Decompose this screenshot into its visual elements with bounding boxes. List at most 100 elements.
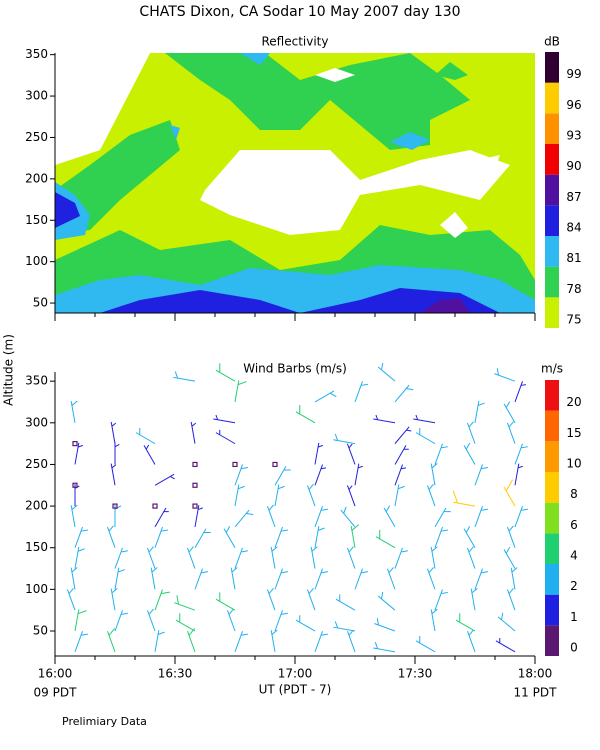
- wind-barb: [213, 414, 236, 424]
- wind-barb: [340, 506, 356, 528]
- wind-barb: [154, 630, 165, 652]
- wind-barb: [507, 525, 516, 548]
- wind-barb: [354, 568, 368, 590]
- colorbar-cell: [545, 564, 559, 595]
- y-tick-label: 300: [25, 89, 48, 103]
- colorbar-label: 10: [566, 457, 581, 471]
- wind-barb: [114, 567, 125, 590]
- wind-barb: [314, 464, 327, 486]
- wind-barb: [427, 483, 436, 507]
- contour-region: [55, 120, 180, 235]
- wind-barb: [467, 546, 476, 569]
- wind-barb: [234, 380, 247, 403]
- wind-barb: [274, 526, 288, 548]
- wind-barb: [74, 630, 88, 653]
- wind-barb: [67, 587, 76, 611]
- wind-barb: [270, 546, 278, 569]
- calm-marker: [72, 441, 78, 447]
- wind-barb: [190, 421, 197, 444]
- wind-barb: [383, 505, 396, 528]
- wind-barb: [307, 483, 316, 507]
- calm-marker: [192, 482, 198, 488]
- wind-barb: [150, 567, 158, 590]
- wind-barb: [474, 506, 488, 528]
- x-tick-label: 17:00: [278, 667, 313, 681]
- wind-barb: [114, 442, 120, 465]
- wind-barb: [434, 443, 448, 465]
- wind-barb: [173, 371, 196, 382]
- colorbar-label: 87: [566, 190, 581, 204]
- wind-barb: [74, 442, 83, 465]
- colorbar-cell: [545, 380, 559, 411]
- wind-barb: [394, 445, 409, 465]
- colorbar-label: 99: [566, 67, 581, 81]
- wind-barb: [267, 504, 276, 528]
- wind-barb: [430, 546, 438, 569]
- y-tick-label: 250: [25, 130, 48, 144]
- wind-barb: [107, 628, 116, 653]
- wind-barb: [174, 595, 196, 611]
- wind-barb: [147, 608, 156, 632]
- x-tick-label: 17:30: [398, 667, 433, 681]
- wind-barb: [274, 465, 291, 486]
- contour-region: [435, 62, 468, 80]
- calm-marker: [232, 461, 238, 468]
- wind-barb: [434, 589, 448, 611]
- y-tick-label: 200: [25, 171, 48, 185]
- wind-barb: [474, 401, 485, 423]
- wind-barb: [234, 484, 245, 507]
- colorbar-cell: [545, 472, 559, 503]
- wind-barb: [514, 506, 528, 528]
- contour-region: [420, 298, 470, 313]
- colorbar-label: 78: [566, 282, 581, 296]
- contour-region: [55, 192, 80, 228]
- colorbar-label: 93: [566, 129, 581, 143]
- wind-barb: [394, 384, 414, 403]
- wind-barb: [347, 629, 356, 653]
- colorbar-cell: [545, 174, 559, 206]
- wind-barb: [107, 525, 116, 548]
- colorbar-label: 84: [566, 221, 581, 235]
- wind-barb: [503, 546, 516, 569]
- colorbar-cell: [545, 594, 559, 626]
- y-tick-label: 350: [25, 47, 48, 61]
- wind-barb: [194, 528, 211, 548]
- contour-gap: [478, 155, 500, 168]
- wind-barb: [470, 587, 478, 611]
- calm-marker: [192, 503, 198, 509]
- wind-barb: [347, 546, 356, 569]
- colorbar-label: 96: [566, 98, 581, 112]
- barb-layer: [67, 362, 528, 653]
- wind-barb: [74, 546, 85, 569]
- wind-barb: [223, 526, 236, 548]
- wind-barb: [354, 381, 368, 403]
- wind-barb: [434, 526, 448, 548]
- wind-barb: [415, 427, 436, 445]
- wind-barb: [154, 526, 168, 548]
- wind-barb: [295, 615, 316, 632]
- y-tick-label: 300: [25, 415, 48, 429]
- colorbar-cell: [545, 502, 559, 534]
- wind-barb: [434, 507, 451, 528]
- colorbar-label: 1: [570, 610, 578, 624]
- wind-barb: [474, 464, 488, 486]
- wind-barb: [503, 479, 516, 507]
- time-note: 09 PDT: [34, 686, 78, 700]
- wind-barb: [507, 421, 516, 444]
- wind-barb: [394, 426, 412, 444]
- wind-barb: [307, 587, 316, 611]
- wind-barb: [234, 547, 248, 569]
- colorbar-title: m/s: [541, 362, 563, 376]
- wind-barb: [455, 613, 476, 632]
- wind-barb: [387, 567, 396, 590]
- wind-barb: [377, 591, 396, 611]
- wind-barb: [430, 608, 438, 632]
- wind-barb: [495, 638, 516, 653]
- wind-barb: [154, 507, 169, 528]
- colorbar-cell: [545, 144, 559, 175]
- x-axis-label: UT (PDT - 7): [259, 683, 332, 697]
- y-tick-label: 150: [25, 213, 48, 227]
- wind-barb: [377, 362, 396, 382]
- wind-barb: [514, 381, 527, 403]
